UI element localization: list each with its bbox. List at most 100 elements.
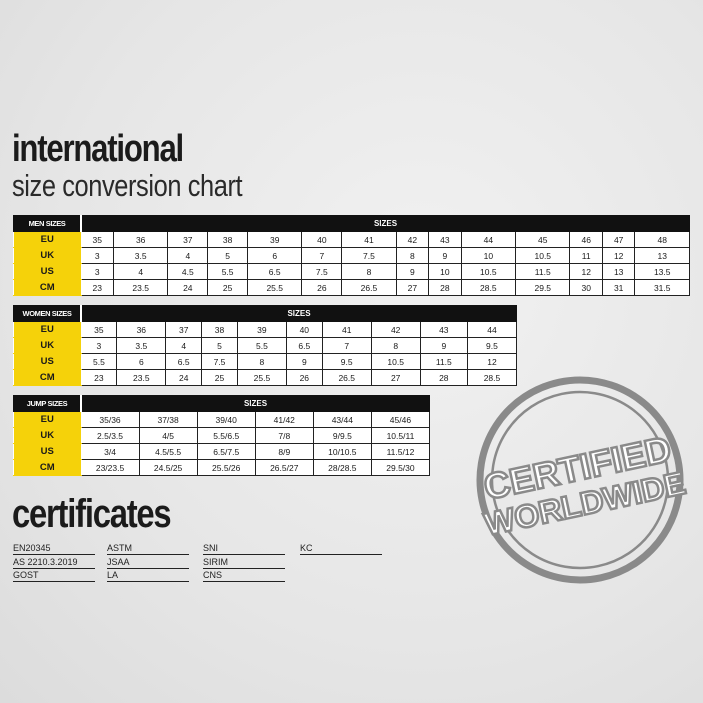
- size-cell: 28.5: [466, 369, 518, 386]
- table-row: EU 35 36 37 38 39 40 41 42 43 44 45 46 47 48: [13, 231, 690, 248]
- size-cell: 47: [601, 231, 636, 248]
- size-cell: 26: [285, 369, 323, 386]
- row-label: EU: [13, 231, 82, 248]
- size-cell: 23: [80, 369, 118, 386]
- size-cell: 40: [301, 231, 343, 248]
- size-cell: 28: [419, 369, 468, 386]
- size-cell: 46: [569, 231, 603, 248]
- certificate-item: AS 2210.3.2019: [13, 556, 95, 569]
- size-cell: 27: [370, 369, 421, 386]
- table-header-row: JUMP SIZES SIZES: [13, 395, 430, 412]
- size-cell: 3: [80, 337, 118, 354]
- size-cell: 31: [601, 279, 636, 296]
- size-cell: 39: [246, 231, 303, 248]
- table-row: CM 23 23.5 24 25 25.5 26 26.5 27 28 28.5: [13, 369, 518, 386]
- size-cell: 27: [395, 279, 430, 296]
- size-cell: 7: [321, 337, 372, 354]
- size-cell: 13: [634, 247, 690, 264]
- size-cell: 37: [167, 231, 209, 248]
- size-cell: 11.5/12: [370, 443, 431, 460]
- certificate-item: SNI: [203, 542, 285, 555]
- table-row: UK 2.5/3.5 4/5 5.5/6.5 7/8 9/9.5 10.5/11: [13, 427, 431, 444]
- title-international: international: [12, 128, 184, 170]
- table-row: US 5.5 6 6.5 7.5 8 9 9.5 10.5 11.5 12: [13, 353, 518, 370]
- sizes-header: SIZES: [80, 215, 690, 232]
- size-cell: 5.5: [236, 337, 287, 354]
- size-cell: 8: [395, 247, 430, 264]
- size-cell: 37/38: [138, 411, 198, 428]
- size-cell: 45: [515, 231, 571, 248]
- size-cell: 10.5/11: [370, 427, 431, 444]
- size-cell: 43: [428, 231, 462, 248]
- size-cell: 7.5: [301, 263, 343, 280]
- table-row: CM 23 23.5 24 25 25.5 26 26.5 27 28 28.5 29.5 30 31 31…: [13, 279, 690, 296]
- size-cell: 10.5: [370, 353, 421, 370]
- size-cell: 9: [395, 263, 430, 280]
- size-cell: 10.5: [460, 263, 517, 280]
- size-cell: 9.5: [321, 353, 372, 370]
- certificate-item: LA: [107, 569, 189, 582]
- jump-sizes-table: JUMP SIZES SIZES EU 35/36 37/38 39/40 41/42 43/…: [13, 395, 431, 476]
- size-cell: 23: [80, 279, 114, 296]
- row-label: US: [13, 443, 82, 460]
- size-cell: 42: [370, 321, 421, 338]
- size-cell: 4: [165, 337, 203, 354]
- size-cell: 10.5: [515, 247, 571, 264]
- size-cell: 12: [569, 263, 603, 280]
- table-row: US 3 4 4.5 5.5 6.5 7.5 8 9 10 10.5 11.5 12 13 13.5: [13, 263, 690, 280]
- size-cell: 29.5: [515, 279, 571, 296]
- size-cell: 36: [116, 321, 167, 338]
- size-cell: 5.5: [207, 263, 248, 280]
- size-cell: 23/23.5: [80, 459, 140, 476]
- table-row: UK 3 3.5 4 5 6 7 7.5 8 9 10 10.5 11 12 13: [13, 247, 690, 264]
- size-cell: 38: [201, 321, 238, 338]
- size-cell: 6.5: [246, 263, 303, 280]
- size-cell: 25.5: [246, 279, 303, 296]
- size-cell: 39: [236, 321, 287, 338]
- table-row: CM 23/23.5 24.5/25 25.5/26 26.5/27 28/28.5 29.…: [13, 459, 431, 476]
- size-cell: 5.5: [80, 353, 118, 370]
- size-cell: 4.5/5.5: [138, 443, 198, 460]
- size-cell: 48: [634, 231, 690, 248]
- size-cell: 13.5: [634, 263, 690, 280]
- table-row: EU 35 36 37 38 39 40 41 42 43 44: [13, 321, 518, 338]
- table-row: US 3/4 4.5/5.5 6.5/7.5 8/9 10/10.5 11.5/12: [13, 443, 431, 460]
- row-label: CM: [13, 369, 82, 386]
- size-cell: 41/42: [254, 411, 314, 428]
- size-cell: 5.5/6.5: [196, 427, 256, 444]
- sizes-header: SIZES: [80, 305, 517, 322]
- certificates-title: certificates: [12, 492, 172, 536]
- size-cell: 6.5/7.5: [196, 443, 256, 460]
- size-cell: 25: [201, 369, 238, 386]
- size-cell: 7.5: [341, 247, 397, 264]
- table-label-header: JUMP SIZES: [13, 395, 82, 412]
- size-cell: 40: [285, 321, 323, 338]
- size-cell: 26.5: [341, 279, 397, 296]
- row-label: UK: [13, 427, 82, 444]
- size-cell: 4/5: [138, 427, 198, 444]
- size-cell: 8: [236, 353, 287, 370]
- table-label-header: WOMEN SIZES: [13, 305, 82, 322]
- size-cell: 12: [601, 247, 636, 264]
- certificate-item: ASTM: [107, 542, 189, 555]
- size-cell: 3: [80, 263, 114, 280]
- table-header-row: MEN SIZES SIZES: [13, 215, 690, 232]
- size-cell: 29.5/30: [370, 459, 431, 476]
- size-cell: 6.5: [285, 337, 323, 354]
- size-cell: 6: [246, 247, 303, 264]
- size-cell: 41: [341, 231, 397, 248]
- size-cell: 26.5/27: [254, 459, 314, 476]
- size-cell: 45/46: [370, 411, 431, 428]
- size-cell: 11.5: [515, 263, 571, 280]
- certificate-item: EN20345: [13, 542, 95, 555]
- size-cell: 13: [601, 263, 636, 280]
- size-cell: 24: [167, 279, 209, 296]
- row-label: US: [13, 353, 82, 370]
- size-cell: 25.5/26: [196, 459, 256, 476]
- size-cell: 43/44: [312, 411, 372, 428]
- size-cell: 23.5: [116, 369, 167, 386]
- size-cell: 9/9.5: [312, 427, 372, 444]
- size-cell: 11.5: [419, 353, 468, 370]
- men-sizes-table: MEN SIZES SIZES EU 35 36 37 38 39 40 41 42 43 44 45 46…: [13, 215, 690, 296]
- size-cell: 6.5: [165, 353, 203, 370]
